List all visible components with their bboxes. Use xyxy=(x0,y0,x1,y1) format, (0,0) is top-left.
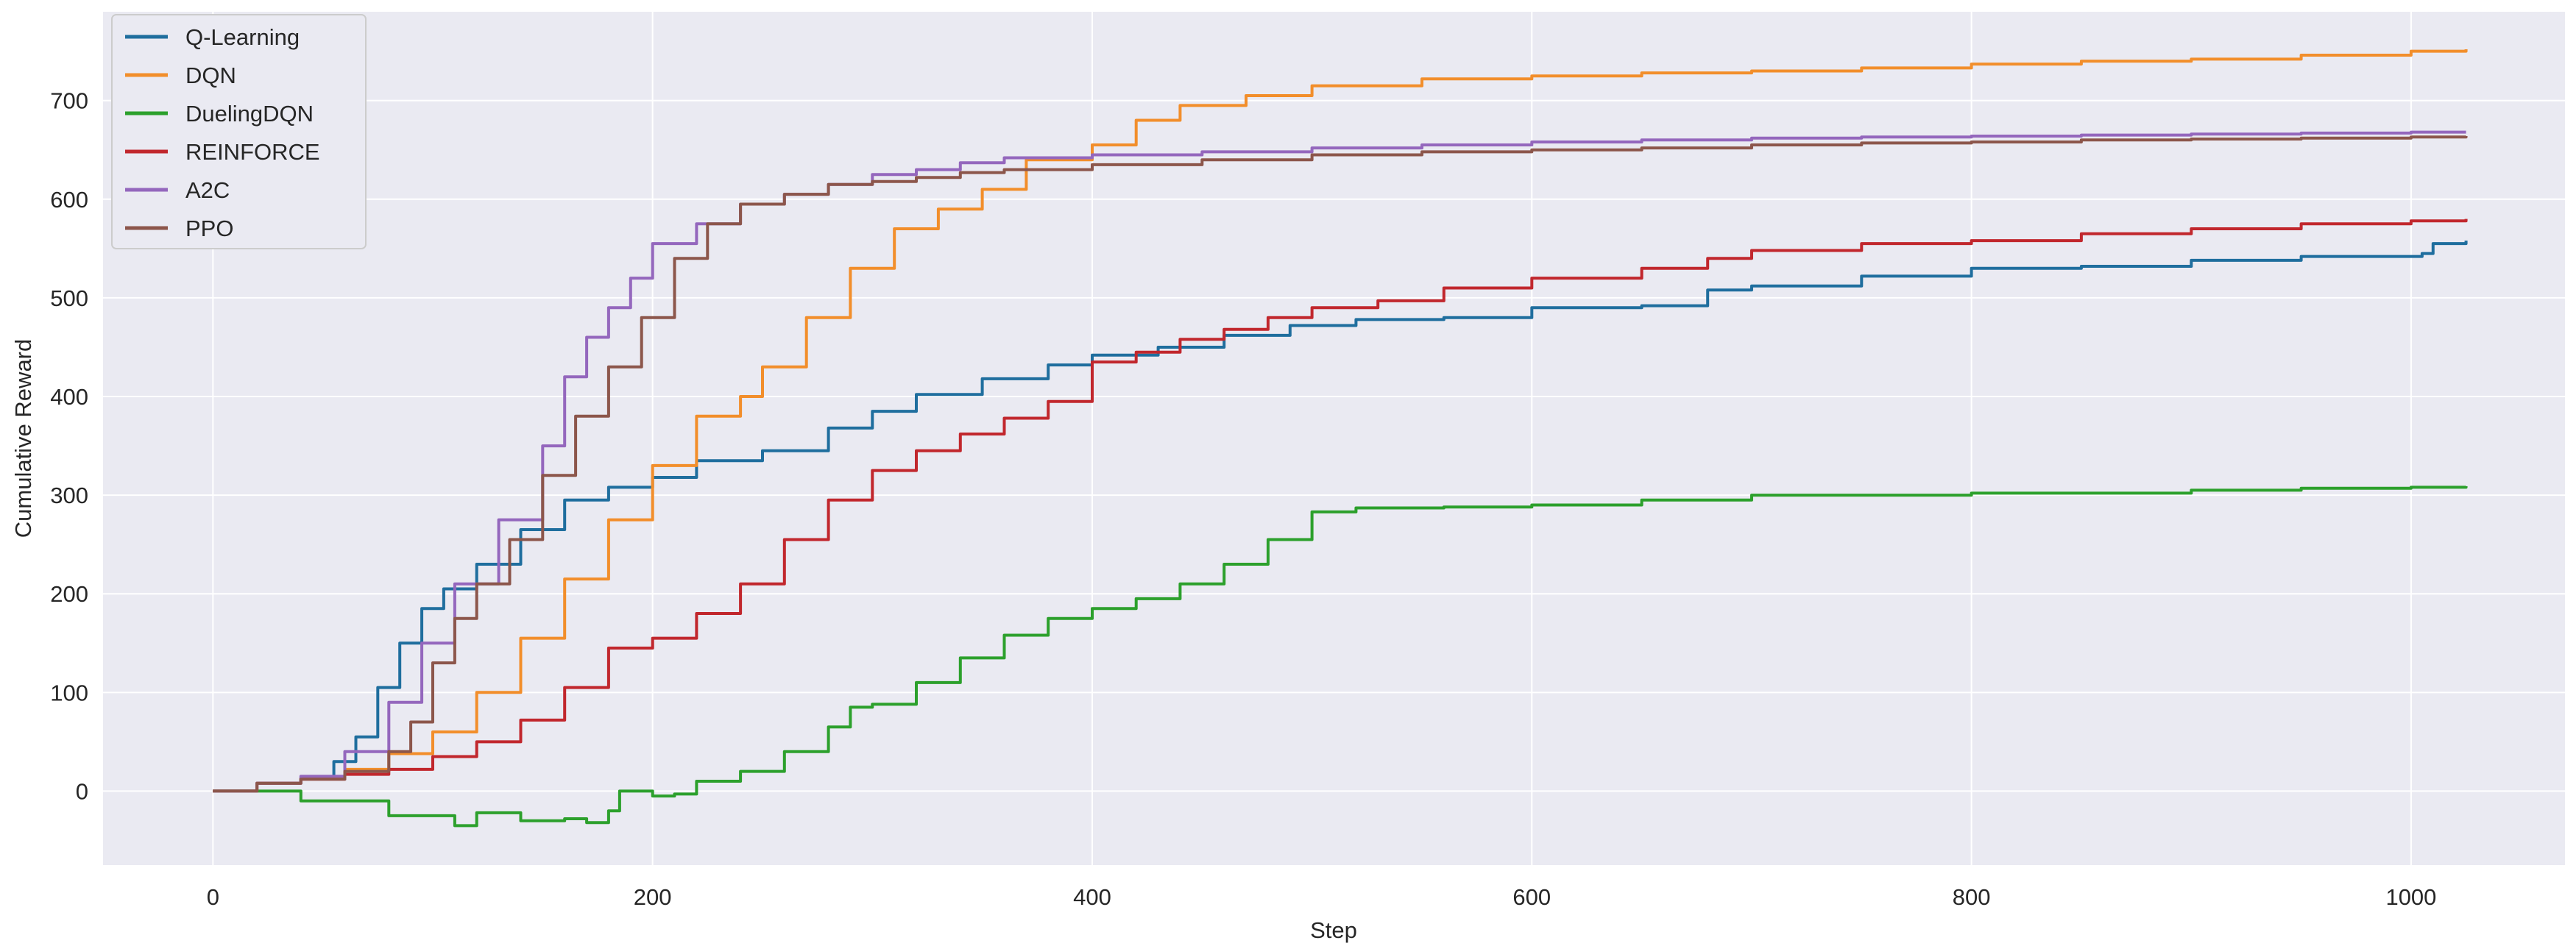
x-tick-label: 200 xyxy=(634,884,672,910)
y-axis-ticks: 0 100 200 300 400 500 600 700 xyxy=(50,88,88,805)
x-tick-label: 1000 xyxy=(2385,884,2436,910)
x-tick-label: 800 xyxy=(1953,884,1991,910)
x-tick-label: 0 xyxy=(207,884,219,910)
y-tick-label: 700 xyxy=(50,88,88,114)
x-axis-ticks: 0 200 400 600 800 1000 xyxy=(207,884,2437,910)
y-tick-label: 600 xyxy=(50,187,88,213)
x-tick-label: 400 xyxy=(1073,884,1111,910)
y-tick-label: 500 xyxy=(50,285,88,311)
legend-label-reinforce: REINFORCE xyxy=(185,139,320,165)
legend-label-dqn: DQN xyxy=(185,63,236,88)
legend-label-duelingdqn: DuelingDQN xyxy=(185,101,314,127)
legend-label-ppo: PPO xyxy=(185,216,233,241)
legend-frame xyxy=(111,14,367,249)
legend-label-a2c: A2C xyxy=(185,177,230,203)
series-line-reinforce xyxy=(213,218,2468,793)
y-axis-label: Cumulative Reward xyxy=(10,339,36,538)
y-tick-label: 400 xyxy=(50,384,88,410)
series-layer xyxy=(213,49,2468,828)
x-axis-label: Step xyxy=(1310,917,1357,943)
legend-label-q-learning: Q-Learning xyxy=(185,24,300,50)
y-tick-label: 0 xyxy=(76,778,88,804)
series-line-ppo xyxy=(213,135,2468,793)
y-tick-label: 200 xyxy=(50,581,88,607)
legend: Q-Learning DQN DuelingDQN REINFORCE A2C PPO xyxy=(111,14,367,249)
series-line-dqn xyxy=(213,49,2468,793)
series-line-duelingdqn xyxy=(213,486,2468,828)
y-tick-label: 100 xyxy=(50,680,88,705)
x-tick-label: 600 xyxy=(1512,884,1551,910)
y-tick-label: 300 xyxy=(50,483,88,508)
series-line-q-learning xyxy=(213,241,2468,793)
